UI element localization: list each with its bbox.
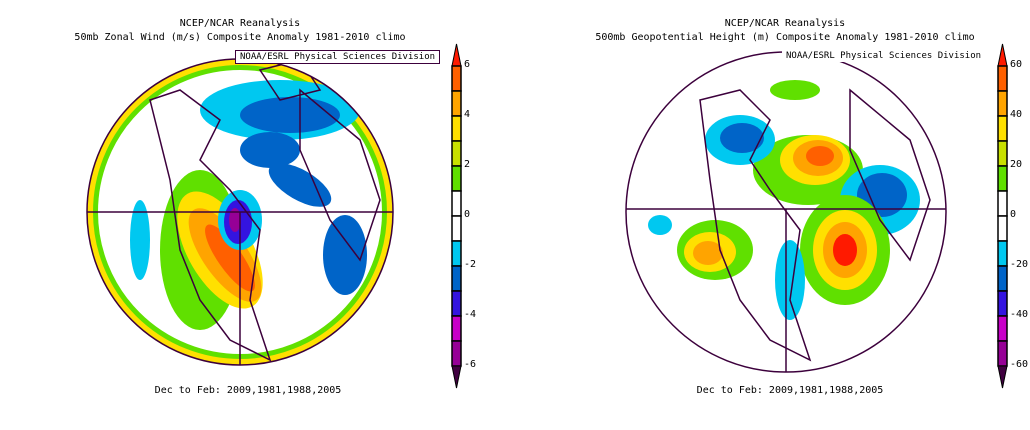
colorbar-tick-label: -40: [1010, 309, 1029, 320]
left-footer: Dec to Feb: 2009,1981,1988,2005: [154, 385, 342, 396]
colorbar-band: [451, 215, 462, 242]
colorbar-band: [997, 190, 1008, 217]
right-credit: NOAA/ESRL Physical Sciences Division: [782, 50, 986, 62]
colorbar-tick-label: 4: [464, 109, 471, 120]
colorbar-tick-label: 60: [1010, 59, 1023, 70]
left-title-2: 50mb Zonal Wind (m/s) Composite Anomaly …: [74, 32, 406, 43]
colorbar-band: [997, 290, 1008, 317]
colorbar-band: [451, 290, 462, 317]
right-map: [626, 52, 946, 372]
colorbar-band: [451, 165, 462, 192]
colorbar-band: [451, 265, 462, 292]
right-title-2: 500mb Geopotential Height (m) Composite …: [595, 32, 975, 43]
colorbar-tick-label: 40: [1010, 109, 1023, 120]
colorbar-band: [997, 140, 1008, 167]
colorbar-band: [451, 65, 462, 92]
colorbar-band: [451, 90, 462, 117]
colorbar-tick-label: -6: [464, 359, 477, 370]
colorbar-band: [451, 340, 462, 367]
colorbar-bottom-arrow: [997, 365, 1008, 389]
colorbar-tick-label: 0: [464, 209, 471, 220]
colorbar-band: [997, 240, 1008, 267]
colorbar-band: [451, 315, 462, 342]
colorbar-band: [997, 215, 1008, 242]
colorbar-top-arrow: [997, 43, 1008, 67]
colorbar-band: [451, 190, 462, 217]
colorbar-tick-label: -4: [464, 309, 477, 320]
colorbar-tick-label: 2: [464, 159, 471, 170]
colorbar-band: [997, 90, 1008, 117]
right-title-1: NCEP/NCAR Reanalysis: [724, 18, 846, 29]
colorbar-band: [997, 65, 1008, 92]
colorbar-band: [997, 115, 1008, 142]
colorbar-tick-label: -60: [1010, 359, 1029, 370]
colorbar-band: [451, 240, 462, 267]
colorbar-top-arrow: [451, 43, 462, 67]
colorbar-band: [997, 315, 1008, 342]
colorbar-band: [997, 165, 1008, 192]
right-colorbar: [997, 43, 1008, 389]
colorbar-band: [997, 340, 1008, 367]
colorbar-band: [451, 140, 462, 167]
colorbar-tick-label: -20: [1010, 259, 1029, 270]
colorbar-tick-label: 0: [1010, 209, 1017, 220]
right-footer: Dec to Feb: 2009,1981,1988,2005: [696, 385, 884, 396]
left-colorbar: [451, 43, 462, 389]
left-title-1: NCEP/NCAR Reanalysis: [179, 18, 301, 29]
left-credit: NOAA/ESRL Physical Sciences Division: [235, 50, 441, 64]
colorbar-tick-label: 20: [1010, 159, 1023, 170]
colorbar-tick-label: -2: [464, 259, 477, 270]
colorbar-tick-label: 6: [464, 59, 471, 70]
colorbar-bottom-arrow: [451, 365, 462, 389]
colorbar-band: [451, 115, 462, 142]
colorbar-band: [997, 265, 1008, 292]
